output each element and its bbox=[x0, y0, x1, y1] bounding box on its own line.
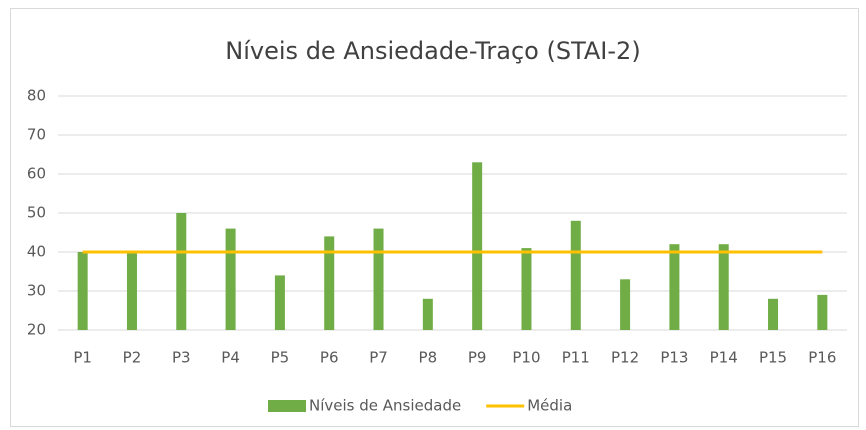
bar bbox=[768, 298, 779, 330]
x-tick-label: P15 bbox=[759, 349, 787, 367]
bar bbox=[620, 279, 631, 330]
bar bbox=[521, 248, 532, 330]
x-tick-label: P5 bbox=[271, 349, 290, 367]
x-tick-label: P12 bbox=[611, 349, 639, 367]
bar bbox=[274, 275, 285, 330]
bar bbox=[422, 298, 433, 330]
bar bbox=[718, 244, 729, 330]
chart-border bbox=[10, 8, 859, 427]
bar bbox=[373, 228, 384, 330]
x-tick-label: P1 bbox=[73, 349, 92, 367]
x-tick-label: P14 bbox=[710, 349, 738, 367]
x-tick-label: P11 bbox=[562, 349, 590, 367]
bar bbox=[472, 162, 483, 330]
x-tick-label: P16 bbox=[808, 349, 836, 367]
bar bbox=[817, 294, 828, 330]
bar bbox=[126, 252, 137, 330]
x-tick-label: P10 bbox=[512, 349, 540, 367]
bar bbox=[225, 228, 236, 330]
legend-swatch bbox=[268, 400, 306, 412]
y-tick-label: 40 bbox=[27, 243, 46, 261]
x-tick-label: P6 bbox=[320, 349, 339, 367]
y-tick-label: 50 bbox=[27, 204, 46, 222]
x-tick-label: P8 bbox=[419, 349, 438, 367]
x-tick-label: P9 bbox=[468, 349, 487, 367]
y-tick-label: 80 bbox=[27, 87, 46, 105]
bar bbox=[324, 236, 335, 330]
x-tick-label: P7 bbox=[369, 349, 388, 367]
y-tick-label: 20 bbox=[27, 321, 46, 339]
x-tick-label: P4 bbox=[221, 349, 240, 367]
legend-label: Níveis de Ansiedade bbox=[309, 397, 461, 415]
bar bbox=[669, 244, 680, 330]
bar bbox=[77, 252, 88, 330]
y-tick-label: 60 bbox=[27, 165, 46, 183]
bar bbox=[570, 220, 581, 330]
x-tick-label: P13 bbox=[660, 349, 688, 367]
y-tick-label: 30 bbox=[27, 282, 46, 300]
bar bbox=[176, 213, 187, 330]
x-tick-label: P3 bbox=[172, 349, 191, 367]
y-tick-label: 70 bbox=[27, 126, 46, 144]
x-tick-label: P2 bbox=[123, 349, 142, 367]
legend-label: Média bbox=[527, 397, 572, 415]
chart-title: Níveis de Ansiedade-Traço (STAI-2) bbox=[225, 37, 640, 65]
